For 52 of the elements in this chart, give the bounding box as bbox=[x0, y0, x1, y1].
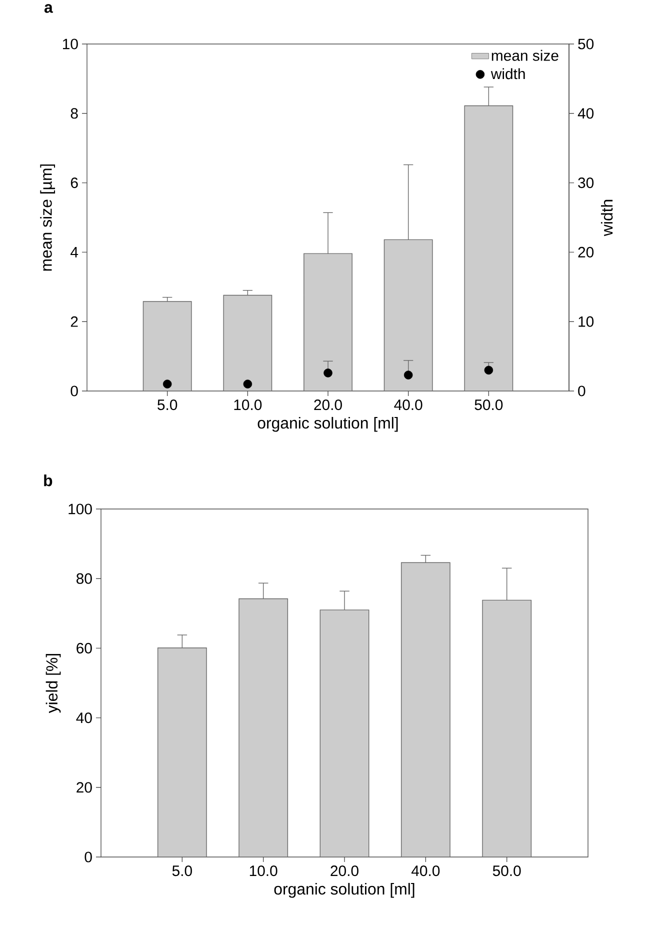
y-tick-label: 0 bbox=[70, 386, 78, 396]
bar bbox=[400, 562, 450, 857]
y-tick-label: 20 bbox=[76, 782, 92, 793]
y2-tick-label: 0 bbox=[578, 386, 586, 396]
point bbox=[162, 380, 172, 388]
x-axis-title: organic solution [ml] bbox=[274, 882, 414, 898]
legend-label: width bbox=[490, 68, 525, 80]
x-tick-label: 10.0 bbox=[234, 400, 262, 410]
y2-tick-label: 10 bbox=[578, 316, 594, 327]
y-tick-label: 2 bbox=[70, 316, 78, 327]
bar bbox=[464, 105, 514, 391]
chart-title: b bbox=[44, 474, 52, 486]
bar bbox=[384, 239, 433, 391]
bar bbox=[223, 294, 272, 391]
y-tick-label: 60 bbox=[76, 642, 92, 654]
chart-title: a bbox=[44, 4, 53, 13]
point bbox=[324, 368, 332, 378]
y-axis-title: mean size [µm] bbox=[40, 164, 56, 271]
legend-label: mean size bbox=[492, 50, 558, 61]
x-tick-label: 5.0 bbox=[172, 866, 192, 876]
bar bbox=[482, 600, 532, 857]
x-tick-label: 50.0 bbox=[492, 866, 521, 876]
point bbox=[243, 380, 252, 388]
y2-tick-label: 20 bbox=[578, 246, 594, 258]
y-tick-label: 100 bbox=[68, 504, 92, 514]
point bbox=[404, 370, 413, 380]
x-tick-label: 10.0 bbox=[250, 866, 278, 876]
bar bbox=[157, 648, 207, 857]
y-tick-label: 6 bbox=[70, 178, 78, 188]
y-tick-label: 4 bbox=[70, 247, 78, 258]
y-tick-label: 10 bbox=[63, 38, 78, 50]
bar bbox=[238, 598, 288, 857]
y-axis-title: yield [%] bbox=[46, 654, 61, 714]
y-tick-label: 40 bbox=[76, 712, 92, 724]
point bbox=[484, 366, 494, 375]
y-tick-label: 0 bbox=[84, 852, 92, 862]
x-tick-label: 20.0 bbox=[330, 866, 358, 876]
x-axis-title: organic solution [ml] bbox=[258, 416, 398, 432]
y2-tick-label: 40 bbox=[578, 108, 594, 119]
y2-tick-label: 30 bbox=[578, 178, 594, 188]
y-tick-label: 80 bbox=[76, 573, 92, 584]
bar bbox=[304, 253, 352, 391]
x-tick-label: 50.0 bbox=[474, 400, 503, 410]
y2-tick-label: 50 bbox=[578, 38, 594, 50]
x-tick-label: 40.0 bbox=[411, 866, 440, 876]
bar bbox=[142, 301, 192, 391]
y-tick-label: 8 bbox=[70, 108, 78, 119]
x-tick-label: 20.0 bbox=[314, 400, 342, 410]
bar bbox=[320, 610, 370, 857]
x-tick-label: 40.0 bbox=[394, 400, 422, 410]
x-tick-label: 5.0 bbox=[158, 400, 178, 410]
y2-axis-title: width bbox=[600, 200, 613, 236]
